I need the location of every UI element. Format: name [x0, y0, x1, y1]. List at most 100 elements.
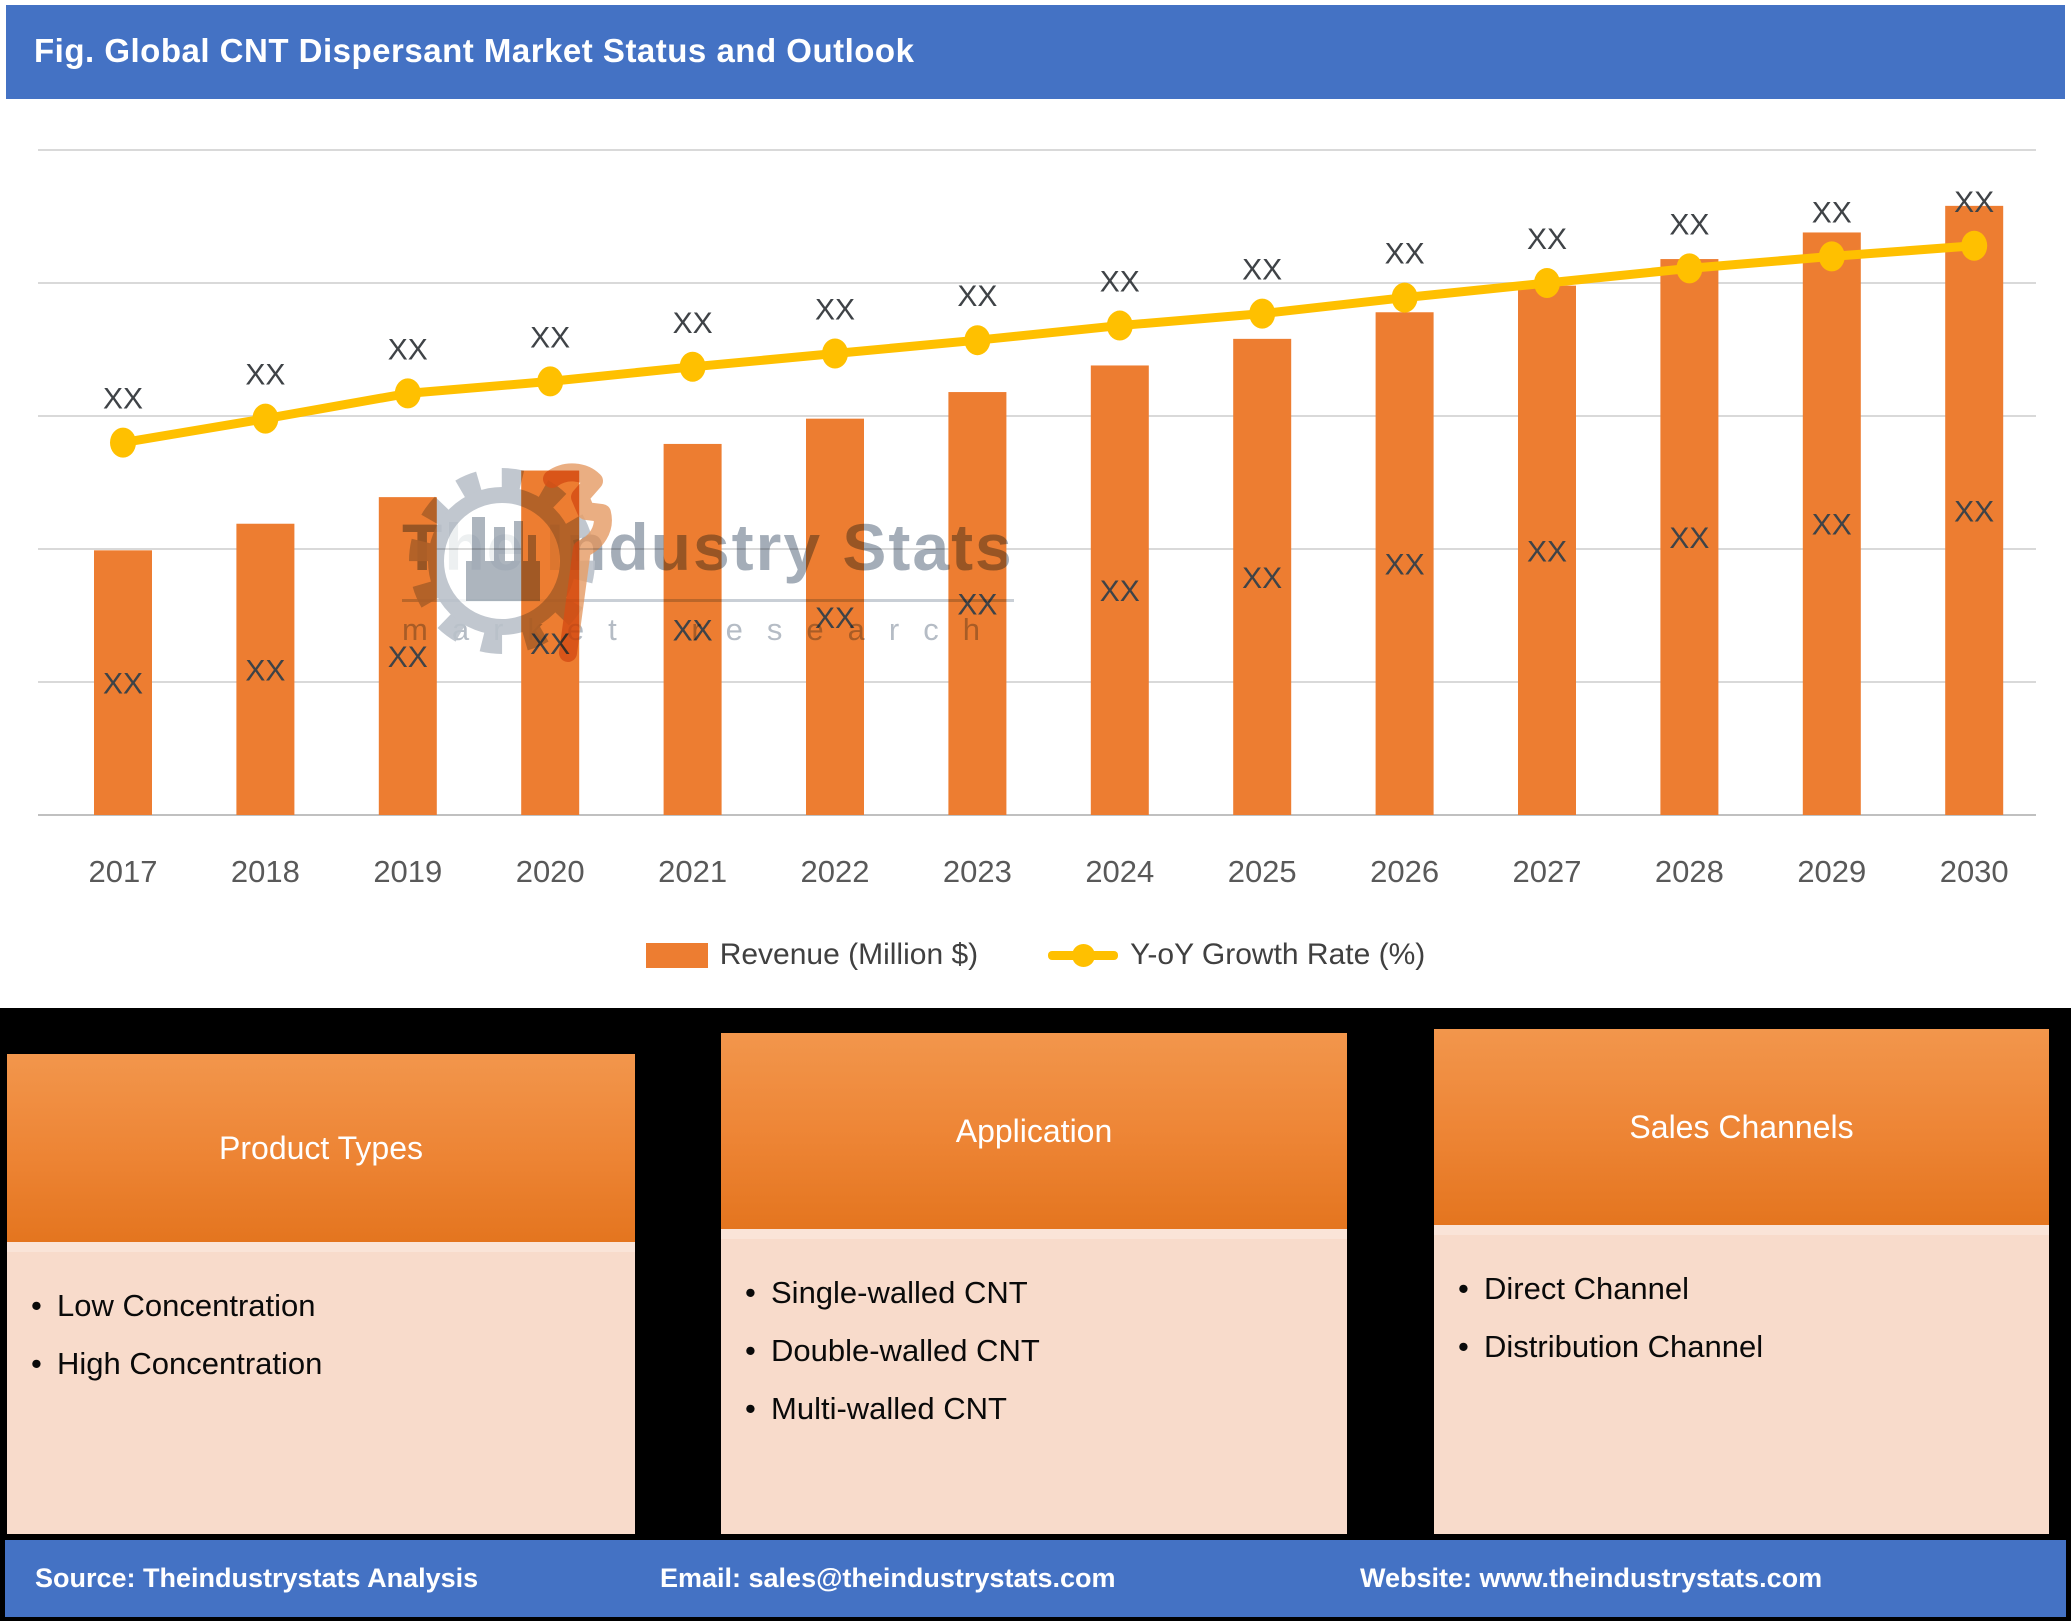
line-point — [1249, 298, 1276, 329]
panel-item: • Direct Channel — [1458, 1271, 2025, 1307]
line-point — [110, 427, 136, 458]
bullet-icon: • — [1458, 1329, 1469, 1364]
bullet-icon: • — [745, 1333, 756, 1368]
bullet-icon: • — [1458, 1271, 1469, 1306]
panel-application-header: Application — [721, 1033, 1347, 1229]
line-point — [252, 403, 279, 434]
x-tick-2025: 2025 — [1228, 854, 1297, 889]
footer-email: Email: sales@theindustrystats.com — [660, 1563, 1116, 1593]
line-point — [1676, 253, 1703, 284]
panel-application: Application • Single-walled CNT • Double-wa… — [720, 1032, 1348, 1535]
bar-label: XX — [1812, 509, 1852, 542]
line-label: XX — [815, 293, 855, 326]
line-label: XX — [245, 359, 285, 392]
panel-application-body: • Single-walled CNT • Double-walled CNT • Mul… — [721, 1229, 1347, 1534]
line-label: XX — [1669, 208, 1709, 241]
panel-item: • Distribution Channel — [1458, 1329, 2025, 1365]
panel-item-label: Multi-walled CNT — [771, 1391, 1007, 1426]
bullet-icon: • — [31, 1288, 42, 1323]
title-bar: Fig. Global CNT Dispersant Market Status… — [6, 5, 2065, 99]
x-tick-2027: 2027 — [1513, 854, 1582, 889]
chart-legend: Revenue (Million $) Y-oY Growth Rate (%) — [0, 925, 2071, 985]
line-point — [394, 378, 421, 409]
panel-title: Application — [955, 1112, 1113, 1149]
line-label: XX — [1954, 186, 1994, 219]
line-label: XX — [1527, 223, 1567, 256]
line-point — [1818, 241, 1845, 272]
legend-label-revenue: Revenue (Million $) — [719, 938, 979, 971]
bullet-icon: • — [31, 1346, 42, 1381]
line-label: XX — [530, 321, 570, 354]
footer-website: Website: www.theindustrystats.com — [1360, 1563, 1823, 1593]
bar-2029 — [1802, 232, 1861, 815]
bar-2024 — [1090, 365, 1149, 815]
bar-label: XX — [103, 668, 143, 701]
line-label: XX — [673, 307, 713, 340]
footer-bar: Source: Theindustrystats Analysis Email:… — [5, 1540, 2066, 1617]
bar-label: XX — [815, 602, 855, 635]
legend-label-growth: Y-oY Growth Rate (%) — [1130, 938, 1426, 971]
line-point — [822, 338, 848, 369]
x-tick-2018: 2018 — [231, 854, 300, 889]
line-label: XX — [103, 383, 143, 416]
bar-2017 — [94, 550, 152, 815]
bar-2022 — [806, 418, 864, 815]
panel-sales-channels: Sales Channels • Direct Channel • Distribut… — [1433, 1028, 2050, 1535]
line-point — [1961, 230, 1988, 261]
x-tick-2021: 2021 — [658, 854, 727, 889]
panel-item-label: Double-walled CNT — [771, 1333, 1040, 1368]
panel-product-types-body: • Low Concentration • High Concentration — [7, 1242, 635, 1534]
legend-item-growth: Y-oY Growth Rate (%) — [1048, 938, 1425, 972]
x-tick-2030: 2030 — [1940, 854, 2009, 889]
panel-sales-channels-header: Sales Channels — [1434, 1029, 2049, 1225]
legend-item-revenue: Revenue (Million $) — [645, 938, 979, 972]
x-tick-2020: 2020 — [516, 854, 585, 889]
line-label: XX — [1812, 196, 1852, 229]
panel-title: Product Types — [219, 1129, 423, 1166]
chart-svg: XX XX XX XX XX XX XX XX XX XX XX XX XX XX XX XX XX XX XX XX… — [38, 149, 2036, 889]
panel-item-label: Distribution Channel — [1484, 1329, 1764, 1364]
x-tick-2026: 2026 — [1370, 854, 1439, 889]
line-point — [537, 366, 564, 397]
growth-dot-icon — [1072, 943, 1096, 967]
bar-label: XX — [1100, 575, 1140, 608]
panel-item: • Low Concentration — [31, 1288, 611, 1324]
line-point — [1391, 282, 1418, 313]
panel-product-types-header: Product Types — [7, 1054, 635, 1242]
panel-product-types: Product Types • Low Concentration • High Co… — [6, 1053, 636, 1535]
bar-label: XX — [1669, 522, 1709, 555]
x-tick-2022: 2022 — [801, 854, 870, 889]
bullet-icon: • — [745, 1275, 756, 1310]
bullet-icon: • — [745, 1391, 756, 1426]
bar-label: XX — [1385, 549, 1425, 582]
bar-label: XX — [530, 628, 570, 661]
footer-source: Source: Theindustrystats Analysis — [35, 1563, 479, 1593]
panel-item: • Multi-walled CNT — [745, 1391, 1323, 1427]
line-label: XX — [957, 280, 997, 313]
panel-item-label: Low Concentration — [57, 1288, 316, 1323]
line-point — [1534, 268, 1560, 298]
bar-label: XX — [1527, 535, 1567, 568]
panel-item: • Double-walled CNT — [745, 1333, 1323, 1369]
bar-label: XX — [245, 654, 285, 687]
bar-2028 — [1660, 259, 1719, 815]
x-tick-2017: 2017 — [89, 854, 158, 889]
panel-item-label: High Concentration — [57, 1346, 323, 1381]
panel-title: Sales Channels — [1629, 1108, 1854, 1145]
bar-2018 — [236, 523, 295, 815]
bar-2026 — [1375, 312, 1434, 815]
x-tick-2024: 2024 — [1085, 854, 1154, 889]
panel-sales-channels-body: • Direct Channel • Distribution Channel — [1434, 1225, 2049, 1534]
revenue-swatch-icon — [645, 942, 708, 968]
panel-item-label: Single-walled CNT — [771, 1275, 1028, 1310]
x-tick-2023: 2023 — [943, 854, 1012, 889]
chart-area: XX XX XX XX XX XX XX XX XX XX XX XX XX XX XX XX XX XX XX XX… — [0, 99, 2071, 1008]
line-point — [679, 351, 706, 382]
panel-item: • Single-walled CNT — [745, 1275, 1323, 1311]
bar-2030 — [1945, 205, 2004, 816]
x-tick-2029: 2029 — [1797, 854, 1866, 889]
figure-title: Fig. Global CNT Dispersant Market Status… — [34, 32, 915, 69]
x-tick-2028: 2028 — [1655, 854, 1724, 889]
line-point — [1106, 310, 1133, 341]
